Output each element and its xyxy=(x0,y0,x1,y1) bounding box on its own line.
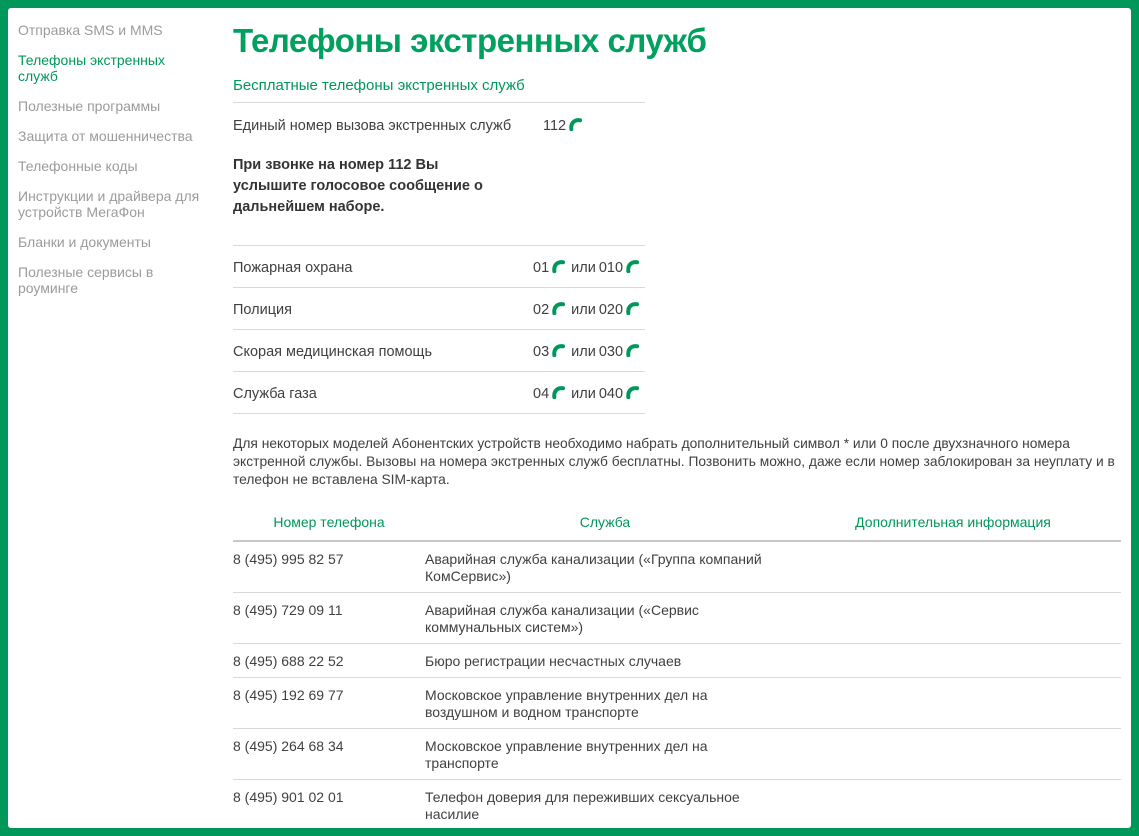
divider xyxy=(233,102,645,103)
cell-service: Московское управление внутренних дел на … xyxy=(425,728,785,780)
city-services-table: Номер телефона Служба Дополнительная инф… xyxy=(233,498,1121,828)
table-row: 8 (495) 264 68 34 Московское управление … xyxy=(233,728,1121,780)
cell-service: Московское управление внутренних дел на … xyxy=(425,677,785,729)
column-header-info: Дополнительная информация xyxy=(785,498,1121,542)
phone-icon xyxy=(551,343,566,358)
cell-phone: 8 (495) 995 82 57 xyxy=(233,541,425,593)
single-number-label: Единый номер вызова экстренных служб xyxy=(233,118,512,134)
emergency-row: Служба газа 04 или 040 xyxy=(233,371,645,413)
number-long: 010 xyxy=(598,260,624,276)
number-short: 03 xyxy=(533,344,550,360)
table-row: 8 (495) 192 69 77 Московское управление … xyxy=(233,677,1121,729)
divider xyxy=(233,413,645,414)
service-label: Пожарная охрана xyxy=(233,260,353,276)
cell-info xyxy=(785,779,1121,828)
cell-service: Бюро регистрации несчастных случаев xyxy=(425,643,785,678)
phone-icon xyxy=(568,117,583,132)
cell-info xyxy=(785,728,1121,780)
cell-service: Аварийная служба канализации («Сервис ко… xyxy=(425,592,785,644)
sidebar-item-instructions-drivers[interactable]: Инструкции и драйвера для устройств Мега… xyxy=(18,188,200,220)
cell-service: Аварийная служба канализации («Группа ко… xyxy=(425,541,785,593)
or-label: или xyxy=(571,260,596,276)
phone-icon xyxy=(625,301,640,316)
cell-phone: 8 (495) 192 69 77 xyxy=(233,677,425,729)
sidebar-item-phone-codes[interactable]: Телефонные коды xyxy=(18,158,138,174)
table-header-row: Номер телефона Служба Дополнительная инф… xyxy=(233,498,1121,542)
note-112: При звонке на номер 112 Вы услышите голо… xyxy=(233,157,483,215)
emergency-row: Скорая медицинская помощь 03 или 030 xyxy=(233,329,645,371)
call-numbers[interactable]: 02 или 020 xyxy=(533,301,640,318)
cell-info xyxy=(785,677,1121,729)
table-row: 8 (495) 729 09 11 Аварийная служба канал… xyxy=(233,592,1121,644)
single-number-row: Единый номер вызова экстренных служб 112 xyxy=(233,103,645,134)
service-label: Служба газа xyxy=(233,386,317,402)
emergency-row: Пожарная охрана 01 или 010 xyxy=(233,245,645,287)
cell-info xyxy=(785,541,1121,593)
sidebar: Отправка SMS и MMS Телефоны экстренных с… xyxy=(8,8,225,828)
free-numbers-section: Бесплатные телефоны экстренных служб Еди… xyxy=(233,77,645,414)
main-content: Телефоны экстренных служб Бесплатные тел… xyxy=(225,8,1131,828)
emergency-row: Полиция 02 или 020 xyxy=(233,287,645,329)
info-paragraph: Для некоторых моделей Абонентских устрой… xyxy=(233,436,1115,487)
number-short: 01 xyxy=(533,260,550,276)
service-label: Полиция xyxy=(233,302,292,318)
call-numbers[interactable]: 01 или 010 xyxy=(533,259,640,276)
sidebar-item-useful-programs[interactable]: Полезные программы xyxy=(18,98,161,114)
phone-icon xyxy=(625,385,640,400)
cell-info xyxy=(785,643,1121,678)
or-label: или xyxy=(571,386,596,402)
page-title: Телефоны экстренных служб xyxy=(233,22,707,59)
number-long: 040 xyxy=(598,386,624,402)
page: Отправка SMS и MMS Телефоны экстренных с… xyxy=(8,8,1131,828)
sidebar-item-fraud-protection[interactable]: Защита от мошенничества xyxy=(18,128,193,144)
number-short: 02 xyxy=(533,302,550,318)
phone-icon xyxy=(551,301,566,316)
phone-icon xyxy=(625,259,640,274)
emergency-numbers-table: Пожарная охрана 01 или 010 Полиция 02 или 02… xyxy=(233,245,645,414)
call-numbers[interactable]: 04 или 040 xyxy=(533,385,640,402)
table-row: 8 (495) 901 02 01 Телефон доверия для пе… xyxy=(233,779,1121,828)
call-numbers[interactable]: 03 или 030 xyxy=(533,343,640,360)
free-section-heading: Бесплатные телефоны экстренных служб xyxy=(233,77,525,94)
cell-phone: 8 (495) 688 22 52 xyxy=(233,643,425,678)
phone-icon xyxy=(551,385,566,400)
cell-info xyxy=(785,592,1121,644)
or-label: или xyxy=(571,302,596,318)
cell-phone: 8 (495) 901 02 01 xyxy=(233,779,425,828)
cell-service: Телефон доверия для переживших сексуальн… xyxy=(425,779,785,828)
phone-icon xyxy=(625,343,640,358)
sidebar-item-emergency-phones[interactable]: Телефоны экстренных служб xyxy=(18,52,165,84)
table-row: 8 (495) 995 82 57 Аварийная служба канал… xyxy=(233,541,1121,593)
column-header-service: Служба xyxy=(425,498,785,542)
sidebar-item-forms-documents[interactable]: Бланки и документы xyxy=(18,234,151,250)
number-long: 020 xyxy=(598,302,624,318)
or-label: или xyxy=(571,344,596,360)
table-row: 8 (495) 688 22 52 Бюро регистрации несча… xyxy=(233,643,1121,678)
call-link-112[interactable]: 112 xyxy=(543,117,583,134)
number-long: 030 xyxy=(598,344,624,360)
number-short: 04 xyxy=(533,386,550,402)
sidebar-item-roaming-services[interactable]: Полезные сервисы в роуминге xyxy=(18,264,154,296)
column-header-phone: Номер телефона xyxy=(233,498,425,542)
service-label: Скорая медицинская помощь xyxy=(233,344,433,360)
sidebar-item-sms-mms[interactable]: Отправка SMS и MMS xyxy=(18,22,163,38)
number-112: 112 xyxy=(543,118,567,134)
cell-phone: 8 (495) 264 68 34 xyxy=(233,728,425,780)
phone-icon xyxy=(551,259,566,274)
cell-phone: 8 (495) 729 09 11 xyxy=(233,592,425,644)
